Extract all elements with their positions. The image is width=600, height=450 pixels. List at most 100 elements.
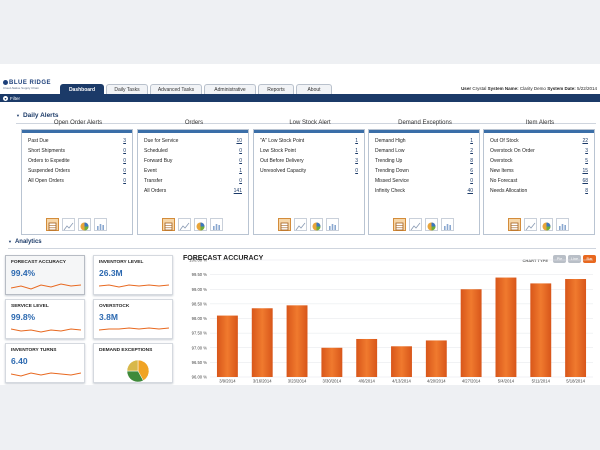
kpi-forecast-accuracy[interactable]: FORECAST ACCURACY 99.4% (5, 255, 85, 295)
bar-4/6/2014[interactable] (356, 338, 378, 377)
line-chart-icon[interactable] (524, 218, 537, 231)
bar-chart-icon[interactable] (556, 218, 569, 231)
alert-count-link[interactable]: 10 (236, 138, 242, 144)
alert-count-link[interactable]: 3 (585, 148, 588, 154)
alert-count-link[interactable]: 0 (239, 148, 242, 154)
bar-4/20/2014[interactable] (425, 340, 447, 377)
alert-row: Short Shipments 0 (28, 147, 126, 156)
alert-count-link[interactable]: 0 (123, 168, 126, 174)
kpi-value: 99.4% (11, 268, 36, 278)
tab-reports[interactable]: Reports (258, 84, 294, 94)
alert-count-link[interactable]: 0 (470, 178, 473, 184)
alert-count-link[interactable]: 3 (123, 138, 126, 144)
bar-3/30/2014[interactable] (321, 347, 343, 377)
alert-count-link[interactable]: 6 (470, 168, 473, 174)
alert-count-link[interactable]: 0 (123, 158, 126, 164)
x-tick-label: 4/13/2014 (392, 379, 411, 384)
alert-label: Overstock (490, 158, 513, 164)
panel-title: Demand Exceptions (398, 120, 452, 126)
alert-label: Event (144, 168, 157, 174)
bar-5/4/2014[interactable] (495, 277, 517, 377)
panel-open-order-alerts: Open Order Alerts Past Due 3 Short Shipment… (21, 120, 133, 235)
alert-count-link[interactable]: 1 (355, 138, 358, 144)
alert-count-link[interactable]: 3 (355, 158, 358, 164)
bar-3/9/2014[interactable] (216, 315, 238, 377)
bar-5/11/2014[interactable] (530, 283, 552, 377)
line-chart-icon[interactable] (294, 218, 307, 231)
alert-count-link[interactable]: 0 (239, 158, 242, 164)
alert-count-link[interactable]: 8 (470, 158, 473, 164)
tab-dashboard[interactable]: Dashboard (60, 84, 104, 94)
chart-type-line-button[interactable]: Line (568, 255, 581, 263)
bar-chart-icon[interactable] (210, 218, 223, 231)
panel-header-bar (254, 130, 364, 133)
alert-row: All Open Orders 0 (28, 177, 126, 186)
x-tick-label: 3/30/2014 (323, 379, 342, 384)
kpi-sparkline (99, 284, 169, 288)
alert-count-link[interactable]: 0 (123, 148, 126, 154)
tab-about[interactable]: About (296, 84, 332, 94)
kpi-overstock[interactable]: OVERSTOCK 3.8M (93, 299, 173, 339)
bar-3/23/2014[interactable] (286, 305, 308, 377)
kpi-title: INVENTORY LEVEL (99, 260, 144, 265)
alert-count-link[interactable]: 8 (585, 188, 588, 194)
alert-count-link[interactable]: 0 (239, 178, 242, 184)
alert-label: Trending Down (375, 168, 409, 174)
alert-count-link[interactable]: 141 (233, 188, 242, 194)
alert-label: Forward Buy (144, 158, 173, 164)
line-chart-icon[interactable] (409, 218, 422, 231)
filter-toggle-icon[interactable]: ▾ (3, 95, 8, 101)
bar-chart-icon[interactable] (326, 218, 339, 231)
kpi-demand-exceptions[interactable]: DEMAND EXCEPTIONS (93, 343, 173, 383)
line-chart-icon[interactable] (178, 218, 191, 231)
chart-type-bar-button[interactable]: Bar (583, 255, 596, 263)
pie-chart-icon[interactable] (425, 218, 438, 231)
table-view-icon[interactable] (278, 218, 291, 231)
bar-3/16/2014[interactable] (251, 308, 273, 377)
alert-count-link[interactable]: 68 (582, 178, 588, 184)
system-info: User Crystal System Name: Clarity Demo S… (461, 86, 597, 91)
filter-bar[interactable]: ▾ Filter (0, 94, 600, 102)
alert-count-link[interactable]: 1 (470, 138, 473, 144)
table-view-icon[interactable] (46, 218, 59, 231)
kpi-service-level[interactable]: SERVICE LEVEL 99.8% (5, 299, 85, 339)
tab-daily-tasks[interactable]: Daily Tasks (106, 84, 148, 94)
pie-chart-icon[interactable] (310, 218, 323, 231)
bar-chart-icon[interactable] (94, 218, 107, 231)
bar-4/27/2014[interactable] (460, 289, 482, 377)
alert-count-link[interactable]: 40 (467, 188, 473, 194)
pie-chart-icon[interactable] (540, 218, 553, 231)
alert-row: All Orders 141 (144, 187, 242, 196)
alert-count-link[interactable]: 5 (585, 158, 588, 164)
panel-view-buttons (46, 218, 107, 231)
bar-4/13/2014[interactable] (391, 346, 412, 377)
bar-5/18/2014[interactable] (565, 279, 587, 377)
kpi-inventory-turns[interactable]: INVENTORY TURNS 6.40 (5, 343, 85, 383)
alert-label: Demand High (375, 138, 406, 144)
main-tabs: Dashboard Daily Tasks Advanced Tasks Adm… (60, 84, 334, 94)
pie-chart-icon[interactable] (194, 218, 207, 231)
analytics-header[interactable]: ▼ Analytics (8, 239, 42, 245)
tab-administrative[interactable]: Administrative (204, 84, 256, 94)
kpi-inventory-level[interactable]: INVENTORY LEVEL 26.3M (93, 255, 173, 295)
tab-advanced-tasks[interactable]: Advanced Tasks (150, 84, 202, 94)
alert-label: Suspended Orders (28, 168, 70, 174)
alert-count-link[interactable]: 0 (355, 168, 358, 174)
daily-alerts-header[interactable]: ▼ Daily Alerts (16, 112, 59, 119)
table-view-icon[interactable] (162, 218, 175, 231)
alert-count-link[interactable]: 2 (470, 148, 473, 154)
chart-type-pie-button[interactable]: Pie (553, 255, 566, 263)
alert-count-link[interactable]: 0 (123, 178, 126, 184)
alert-count-link[interactable]: 15 (582, 168, 588, 174)
alert-row: Orders to Expedite 0 (28, 157, 126, 166)
bar-chart-icon[interactable] (441, 218, 454, 231)
table-view-icon[interactable] (393, 218, 406, 231)
alert-label: All Orders (144, 188, 167, 194)
line-chart-icon[interactable] (62, 218, 75, 231)
alert-row: New Items 15 (490, 167, 588, 176)
pie-chart-icon[interactable] (78, 218, 91, 231)
alert-count-link[interactable]: 22 (582, 138, 588, 144)
table-view-icon[interactable] (508, 218, 521, 231)
alert-count-link[interactable]: 1 (239, 168, 242, 174)
alert-count-link[interactable]: 1 (355, 148, 358, 154)
